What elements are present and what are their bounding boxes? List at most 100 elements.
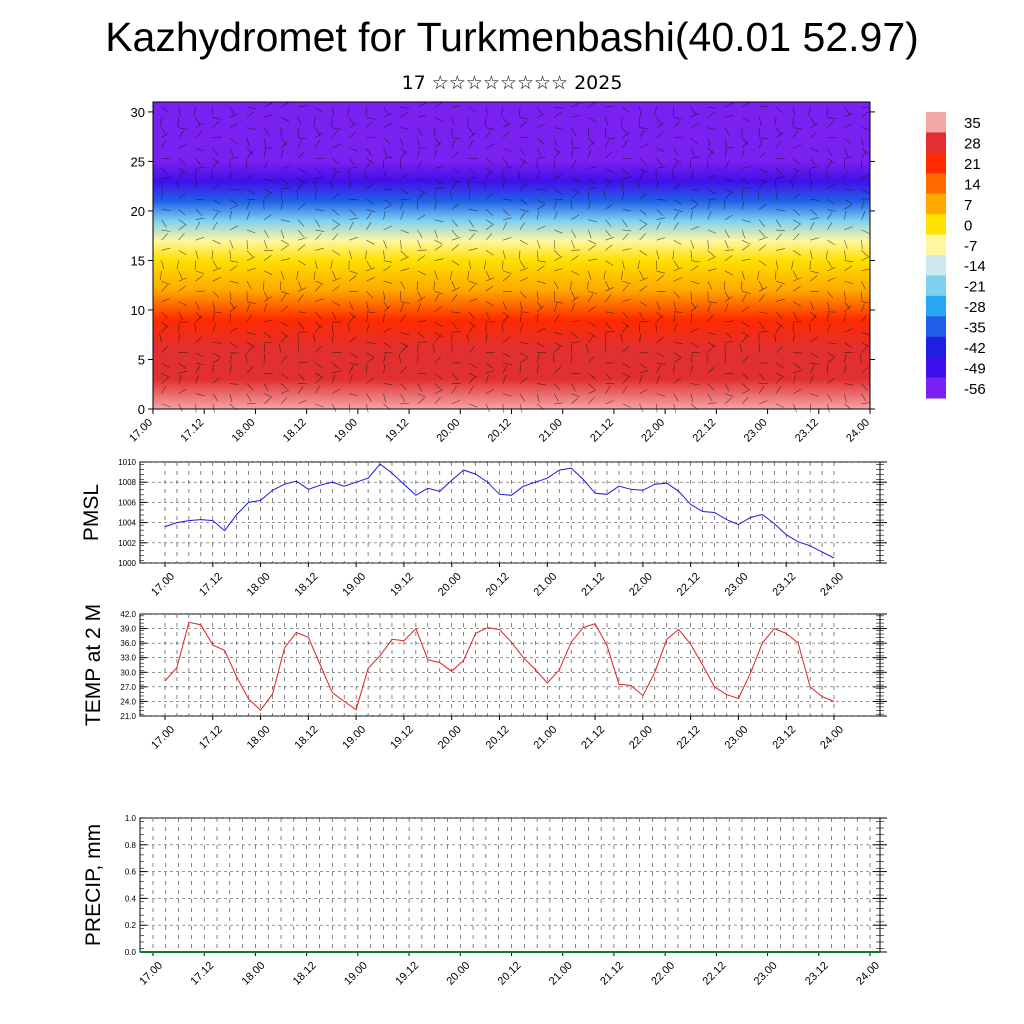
wind-barb [537, 156, 547, 159]
wind-barb [468, 260, 472, 270]
wind-barb [776, 158, 786, 160]
wind-barb [588, 335, 595, 343]
wind-barb [536, 113, 546, 118]
wind-barb [707, 342, 716, 347]
wind-barb [639, 219, 648, 225]
wind-barb [263, 397, 271, 405]
wind-barb [178, 107, 181, 116]
wind-barb [775, 219, 782, 228]
wind-barb [502, 301, 507, 310]
wind-barb [229, 250, 231, 260]
wind-barb [605, 105, 615, 108]
wind-barb [366, 198, 374, 205]
colorbar-swatch [926, 234, 946, 256]
wind-barb [724, 303, 729, 312]
wind-barb [827, 198, 835, 205]
wind-barb [263, 303, 268, 312]
wind-barb [571, 320, 581, 323]
wind-barb [673, 147, 679, 156]
wind-barb [468, 248, 478, 251]
wind-barb [724, 114, 734, 118]
wind-barb [690, 260, 700, 263]
wind-barb [400, 303, 404, 312]
wind-barb [161, 345, 168, 353]
wind-barb [605, 280, 610, 290]
wind-barb [468, 311, 475, 319]
wind-barb [400, 402, 410, 405]
wind-barb [861, 229, 870, 234]
wind-barb [161, 260, 165, 270]
wind-barb [637, 260, 640, 270]
wind-barb [451, 117, 455, 126]
wind-barb [434, 306, 442, 313]
wind-barb [707, 366, 715, 374]
wind-barb [707, 111, 716, 118]
wind-barb [844, 265, 852, 272]
wind-barb [519, 183, 528, 190]
wind-barb [383, 383, 393, 385]
wind-barb [673, 209, 683, 212]
wind-barb [161, 377, 169, 384]
wind-barb [195, 209, 203, 216]
wind-barb [639, 370, 649, 374]
wind-barb [366, 342, 376, 344]
wind-barb [434, 356, 441, 364]
wind-barb [178, 277, 188, 282]
wind-barb [536, 291, 539, 301]
wind-barb [518, 169, 521, 179]
y-axis-label: TEMP at 2 M [82, 604, 105, 726]
wind-barb [330, 260, 333, 270]
wind-barb [588, 372, 596, 380]
wind-barb [656, 352, 665, 358]
y-tick-label: 1.0 [125, 814, 137, 823]
wind-barb [741, 291, 751, 294]
wind-barb [332, 250, 341, 256]
wind-barb [571, 353, 573, 363]
wind-barb [707, 250, 715, 257]
wind-barb [536, 305, 545, 313]
wind-barb [195, 147, 205, 152]
wind-barb [810, 198, 820, 201]
wind-barb [211, 250, 214, 260]
wind-barb [603, 270, 606, 280]
wind-barb [468, 284, 476, 292]
wind-barb [810, 250, 813, 260]
wind-barb [690, 342, 699, 348]
wind-barb [297, 386, 304, 394]
wind-barb [195, 352, 204, 358]
wind-barb [622, 362, 631, 369]
wind-barb [332, 333, 334, 343]
y-tick-label: 0 [138, 402, 145, 417]
y-tick-label: 20 [131, 204, 145, 219]
x-tick-label: 19.12 [388, 724, 416, 752]
precip-panel: 0.0 0.2 0.4 0.6 0.8 1.0 17.00 17.12 18.00 18.12 19… [82, 814, 887, 988]
wind-barb [536, 106, 543, 115]
wind-barb [400, 383, 407, 391]
x-tick-label: 18.00 [245, 724, 273, 752]
wind-barb [656, 131, 664, 139]
wind-barb [468, 209, 478, 212]
colorbar-swatch [926, 214, 946, 236]
x-tick-label: 20.00 [436, 724, 464, 752]
wind-barb [263, 149, 266, 159]
wind-barb [639, 285, 647, 292]
wind-barb [741, 200, 745, 210]
wind-barb [297, 373, 305, 381]
wind-barb [280, 305, 289, 313]
wind-barb [571, 240, 575, 249]
wind-barb [332, 219, 340, 225]
wind-barb [451, 229, 458, 238]
wind-barb [433, 281, 435, 291]
wind-barb [161, 233, 168, 241]
wind-barb [297, 178, 307, 183]
wind-barb [673, 352, 682, 358]
wind-barb [741, 321, 750, 328]
wind-barb [792, 311, 798, 320]
wind-barb [827, 291, 834, 299]
wind-barb [605, 151, 613, 159]
wind-barb [554, 342, 563, 348]
wind-barb [298, 105, 308, 108]
y-tick-label: 10 [131, 303, 145, 318]
wind-barb [827, 323, 831, 333]
wind-barb [605, 219, 612, 227]
